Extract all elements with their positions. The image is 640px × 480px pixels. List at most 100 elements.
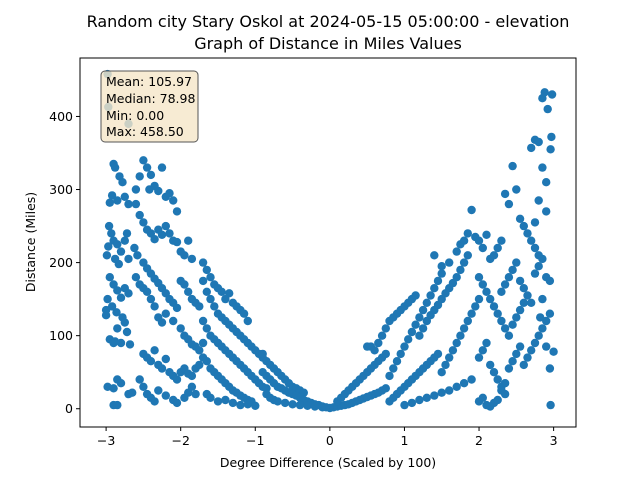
scatter-point	[508, 161, 517, 171]
scatter-point	[478, 393, 487, 402]
scatter-point	[131, 273, 141, 282]
scatter-point	[500, 379, 510, 388]
scatter-point	[512, 185, 521, 194]
scatter-point	[131, 185, 141, 194]
scatter-point	[542, 207, 551, 216]
scatter-point	[113, 324, 122, 333]
scatter-point	[187, 371, 197, 381]
scatter-point	[120, 318, 129, 327]
scatter-point	[534, 331, 543, 340]
scatter-point	[146, 170, 156, 180]
scatter-point	[486, 294, 495, 304]
scatter-point	[236, 400, 245, 410]
x-tick-label: 3	[550, 433, 558, 448]
x-tick-label: 1	[400, 433, 408, 448]
scatter-point	[195, 360, 204, 370]
y-tick-label: 300	[49, 182, 73, 197]
scatter-point	[482, 287, 491, 296]
scatter-point	[508, 357, 517, 366]
scatter-point	[104, 221, 114, 231]
scatter-point	[139, 156, 148, 165]
scatter-point	[122, 229, 132, 238]
scatter-point	[411, 291, 420, 300]
scatter-point	[142, 287, 152, 296]
scatter-point	[107, 191, 117, 200]
scatter-point	[478, 346, 487, 355]
scatter-point	[288, 400, 297, 409]
scatter-point	[527, 143, 536, 153]
scatter-point	[392, 357, 402, 366]
scatter-point	[124, 199, 133, 209]
scatter-point	[478, 243, 487, 253]
scatter-point	[459, 379, 469, 388]
scatter-point	[497, 236, 506, 245]
scatter-point	[459, 236, 469, 245]
x-tick-label: −1	[246, 433, 264, 448]
scatter-point	[310, 402, 320, 411]
scatter-point	[422, 298, 431, 307]
points-layer	[101, 69, 558, 413]
scatter-point	[452, 382, 461, 391]
scatter-point	[381, 324, 390, 333]
scatter-point	[120, 236, 129, 245]
x-tick-label: 0	[326, 433, 334, 448]
scatter-point	[112, 308, 121, 317]
scatter-point	[545, 364, 555, 373]
scatter-point	[400, 400, 409, 410]
scatter-point	[547, 132, 556, 142]
scatter-point	[471, 302, 480, 311]
scatter-point	[184, 236, 193, 245]
scatter-point	[437, 262, 446, 271]
scatter-point	[116, 247, 126, 256]
scatter-point	[157, 230, 167, 239]
ticks-layer: −3 −2 −1 0 1 2 3 0 100 200 300 400	[49, 109, 557, 448]
scatter-point	[210, 302, 219, 311]
scatter-point	[103, 294, 112, 304]
scatter-point	[258, 349, 267, 359]
scatter-point	[430, 284, 439, 293]
scatter-point	[493, 395, 502, 405]
scatter-point	[404, 335, 413, 344]
scatter-point	[187, 382, 197, 391]
scatter-point	[407, 327, 417, 337]
scatter-point	[124, 254, 133, 264]
stats-mean: Mean: 105.97	[106, 74, 192, 89]
scatter-point	[459, 324, 469, 333]
scatter-point	[195, 302, 204, 311]
scatter-point	[500, 189, 510, 199]
scatter-point	[489, 302, 499, 311]
scatter-point	[445, 258, 454, 267]
scatter-point	[433, 276, 443, 286]
scatter-point	[109, 384, 118, 393]
scatter-point	[426, 291, 435, 300]
scatter-point	[202, 265, 211, 275]
scatter-point	[504, 331, 514, 340]
scatter-point	[150, 235, 159, 244]
scatter-point	[422, 393, 431, 402]
scatter-point	[135, 210, 144, 220]
scatter-point	[445, 353, 454, 362]
scatter-point	[437, 368, 446, 377]
scatter-point	[534, 196, 543, 205]
scatter-point	[508, 265, 517, 275]
scatter-point	[415, 331, 424, 340]
stats-box-background	[100, 70, 199, 143]
scatter-point	[139, 382, 148, 391]
scatter-point	[530, 269, 540, 278]
scatter-point	[202, 324, 211, 333]
scatter-point	[107, 302, 117, 311]
scatter-point	[157, 364, 167, 373]
scatter-point	[519, 221, 528, 231]
scatter-point	[467, 309, 476, 318]
scatter-point	[418, 324, 428, 333]
scatter-point	[154, 186, 163, 196]
scatter-point	[500, 324, 510, 333]
scatter-point	[493, 243, 502, 253]
scatter-point	[113, 196, 122, 205]
scatter-point	[530, 338, 540, 348]
scatter-point	[145, 185, 154, 194]
y-tick-label: 400	[49, 109, 73, 124]
scatter-point	[493, 375, 502, 384]
scatter-point	[489, 251, 499, 260]
scatter-point	[482, 338, 491, 348]
